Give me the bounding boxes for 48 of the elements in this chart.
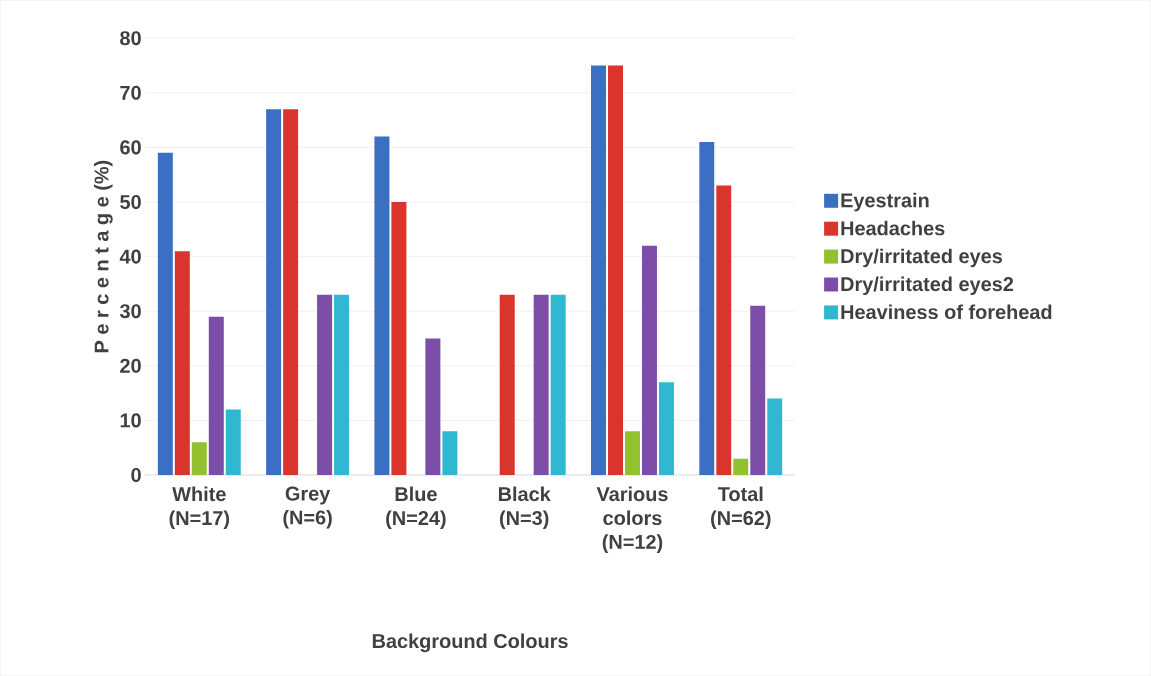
y-tick-label: 70 (120, 85, 141, 100)
bar (317, 294, 333, 475)
bar (767, 398, 783, 475)
bar (716, 185, 732, 475)
bar (658, 382, 674, 475)
bar (533, 294, 549, 475)
x-tick-label: White (N=17) (169, 486, 230, 529)
bar (699, 141, 715, 475)
bar (591, 65, 607, 475)
legend-label: Dry/irritated eyes2 (841, 276, 1014, 296)
x-tick-label: Various colors (N=12) (596, 486, 668, 553)
bar (334, 294, 350, 475)
bar (442, 431, 458, 475)
y-tick-label: 30 (119, 304, 141, 319)
bar (750, 305, 766, 475)
bar (157, 152, 173, 475)
bar (174, 251, 190, 475)
y-tick-label: 40 (119, 249, 141, 264)
bar (499, 294, 515, 475)
x-axis-title: Background Colours (372, 633, 568, 653)
bar (225, 409, 241, 475)
bar (608, 65, 623, 475)
bar (391, 201, 407, 475)
legend-label: Eyestrain (841, 192, 929, 212)
bar (208, 316, 224, 475)
bar (425, 338, 441, 475)
y-tick-label: 50 (120, 194, 141, 209)
y-axis-title: P e r c e n t a g e (%) (93, 160, 113, 353)
bar (266, 109, 282, 475)
y-tick-label: 80 (120, 31, 141, 46)
bar (733, 458, 749, 475)
bar (283, 109, 299, 475)
legend-label: Dry/irritated eyes (841, 248, 1002, 268)
bar (641, 245, 657, 475)
bar (374, 136, 390, 475)
x-tick-label: Grey (N=6) (283, 486, 332, 529)
legend-label: Headaches (841, 220, 945, 236)
x-tick-label: Blue (N=24) (386, 486, 446, 529)
bar (624, 431, 640, 475)
y-tick-label: 20 (120, 358, 141, 373)
y-tick-label: 10 (120, 413, 141, 428)
bar (191, 442, 207, 475)
y-tick-label: 0 (131, 467, 141, 482)
y-tick-label: 60 (120, 140, 141, 155)
bar (550, 294, 566, 475)
x-tick-label: Total (N=62) (711, 486, 771, 529)
x-tick-label: Black (N=3) (498, 486, 551, 529)
legend-label: Heaviness of forehead (841, 304, 1052, 319)
